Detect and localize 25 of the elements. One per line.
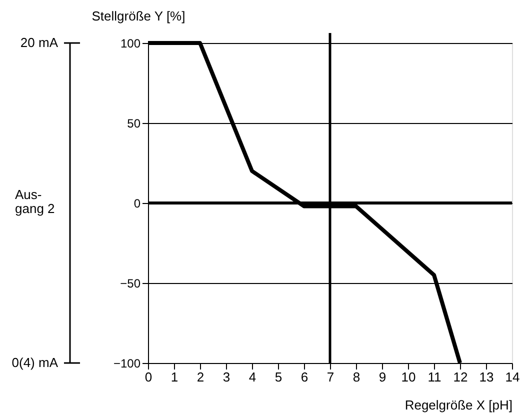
y-tick-label: −50 [120,276,141,290]
y-axis-title: Stellgröße Y [%] [92,8,186,24]
x-tick-label: 6 [300,370,308,384]
x-tick-label: 0 [144,370,152,384]
x-tick-label: 10 [401,370,416,384]
x-tick-label: 5 [274,370,282,384]
x-tick-label: 9 [378,370,386,384]
x-tick-label: 13 [479,370,494,384]
y-tick-label: 100 [120,36,141,50]
y-tick-label: 0 [134,196,141,210]
x-tick-label: 1 [170,370,178,384]
x-tick-label: 12 [453,370,468,384]
x-tick-label: 3 [222,370,230,384]
x-axis-title: Regelgröße X [pH] [404,398,512,412]
text: 20 mA [20,35,58,50]
x-tick-label: 7 [326,370,334,384]
text: 0(4) mA [12,355,58,370]
x-tick-label: 11 [428,370,442,384]
text: Aus- gang 2 [15,187,55,216]
x-tick-label: 14 [505,370,520,384]
x-tick-label: 8 [352,370,360,384]
x-tick-label: 2 [196,370,204,384]
y-tick-label: −100 [113,356,141,370]
x-tick-label: 4 [248,370,256,384]
y-tick-label: 50 [127,116,141,130]
